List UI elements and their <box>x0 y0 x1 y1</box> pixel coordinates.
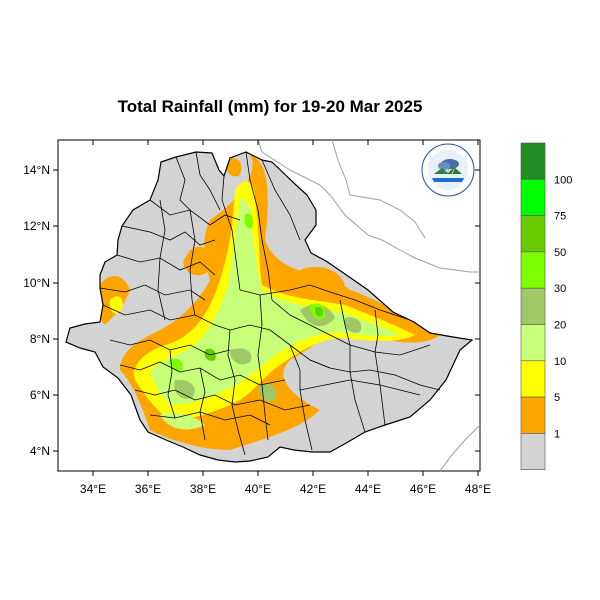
colorbar-label: 75 <box>554 211 566 223</box>
ethiopia-meteorology-logo <box>421 143 475 197</box>
rain-region <box>160 413 205 430</box>
x-tick-label: 40°E <box>245 482 271 496</box>
x-tick-label: 34°E <box>80 482 106 496</box>
colorbar-label: 30 <box>554 283 566 295</box>
colorbar: 100 75 50 30 20 10 5 1 <box>520 142 572 470</box>
rain-region <box>174 379 195 399</box>
colorbar-label: 50 <box>554 247 566 259</box>
ethiopia-border <box>65 151 474 463</box>
y-tick-label: 4°N <box>30 444 50 458</box>
rain-region <box>244 213 253 229</box>
y-tick-label: 10°N <box>23 276 50 290</box>
colorbar-swatch <box>520 360 546 398</box>
x-tick-label: 42°E <box>300 482 326 496</box>
colorbar-swatch <box>520 251 546 289</box>
rain-region <box>314 307 324 317</box>
y-tick-label: 8°N <box>30 332 50 346</box>
colorbar-label: 20 <box>554 320 566 332</box>
rain-region <box>259 383 277 402</box>
rain-region <box>169 358 183 371</box>
colorbar-label: 100 <box>554 174 572 186</box>
colorbar-swatch <box>520 433 546 470</box>
rain-region <box>230 348 252 365</box>
rain-region <box>225 158 242 177</box>
colorbar-swatch <box>520 287 546 325</box>
x-tick-label: 38°E <box>190 482 216 496</box>
colorbar-swatch <box>520 324 546 362</box>
colorbar-label: 10 <box>554 356 566 368</box>
admin-boundaries <box>99 151 441 456</box>
colorbar-label: 5 <box>554 392 560 404</box>
x-tick-label: 48°E <box>465 482 491 496</box>
map-title: Total Rainfall (mm) for 19-20 Mar 2025 <box>117 97 423 116</box>
colorbar-swatch <box>520 396 546 434</box>
y-tick-label: 14°N <box>23 163 50 177</box>
y-tick-label: 6°N <box>30 388 50 402</box>
colorbar-swatch <box>520 142 546 180</box>
colorbar-swatch <box>520 179 546 216</box>
axis-ticks: 34°E 36°E 38°E 40°E 42°E 44°E 46°E 48°E 14°N 12°N… <box>23 140 491 496</box>
rain-region <box>300 266 345 287</box>
x-tick-label: 46°E <box>410 482 436 496</box>
y-tick-label: 12°N <box>23 219 50 233</box>
x-tick-label: 44°E <box>355 482 381 496</box>
neighbor-boundaries <box>257 139 481 472</box>
rain-region <box>344 317 362 333</box>
colorbar-swatch <box>520 215 546 253</box>
colorbar-label: 1 <box>554 428 560 440</box>
x-tick-label: 36°E <box>135 482 161 496</box>
